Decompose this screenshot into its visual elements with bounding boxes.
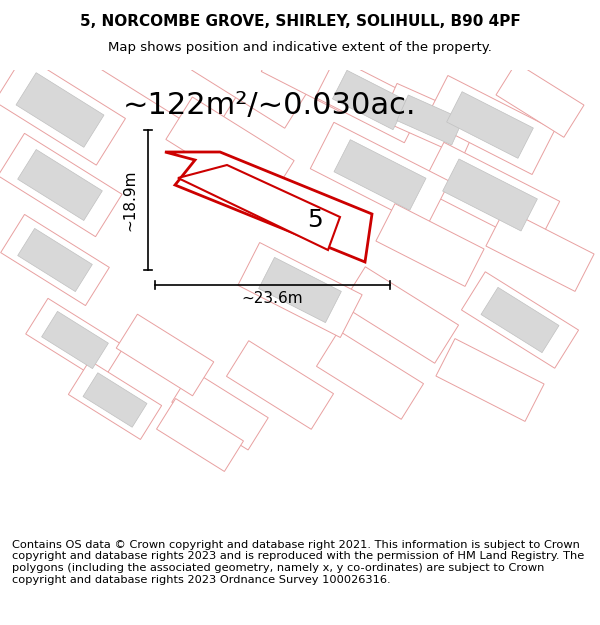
- Polygon shape: [17, 149, 103, 221]
- Polygon shape: [259, 258, 341, 322]
- Polygon shape: [332, 70, 407, 130]
- Polygon shape: [486, 209, 594, 291]
- Polygon shape: [376, 204, 484, 286]
- Polygon shape: [436, 339, 544, 421]
- Polygon shape: [83, 372, 147, 428]
- Polygon shape: [238, 242, 362, 338]
- Polygon shape: [446, 92, 533, 158]
- Polygon shape: [316, 331, 424, 419]
- Text: Map shows position and indicative extent of the property.: Map shows position and indicative extent…: [108, 41, 492, 54]
- Polygon shape: [41, 311, 109, 369]
- Polygon shape: [166, 97, 294, 203]
- Polygon shape: [26, 298, 124, 382]
- Polygon shape: [178, 165, 340, 250]
- Polygon shape: [191, 32, 308, 128]
- Text: ~23.6m: ~23.6m: [242, 291, 304, 306]
- Text: 5: 5: [307, 208, 323, 232]
- Polygon shape: [68, 361, 161, 439]
- Polygon shape: [341, 267, 458, 363]
- Text: ~18.9m: ~18.9m: [122, 169, 137, 231]
- Polygon shape: [1, 214, 109, 306]
- Text: ~122m²/~0.030ac.: ~122m²/~0.030ac.: [123, 91, 417, 119]
- Polygon shape: [420, 142, 560, 248]
- Polygon shape: [334, 139, 426, 211]
- Polygon shape: [157, 399, 244, 471]
- Polygon shape: [172, 370, 268, 450]
- Polygon shape: [481, 288, 559, 352]
- Polygon shape: [310, 122, 450, 228]
- Polygon shape: [443, 159, 538, 231]
- Polygon shape: [397, 95, 463, 145]
- Polygon shape: [0, 133, 122, 237]
- Polygon shape: [381, 83, 479, 157]
- Polygon shape: [116, 314, 214, 396]
- Polygon shape: [0, 55, 125, 165]
- Polygon shape: [17, 228, 92, 292]
- Polygon shape: [165, 152, 372, 262]
- Polygon shape: [100, 22, 239, 138]
- Text: 5, NORCOMBE GROVE, SHIRLEY, SOLIHULL, B90 4PF: 5, NORCOMBE GROVE, SHIRLEY, SOLIHULL, B9…: [80, 14, 520, 29]
- Polygon shape: [496, 62, 584, 138]
- Polygon shape: [226, 341, 334, 429]
- Text: Contains OS data © Crown copyright and database right 2021. This information is : Contains OS data © Crown copyright and d…: [12, 540, 584, 584]
- Polygon shape: [425, 76, 555, 174]
- Polygon shape: [315, 58, 425, 142]
- Polygon shape: [261, 38, 359, 112]
- Polygon shape: [461, 272, 578, 368]
- Polygon shape: [16, 72, 104, 148]
